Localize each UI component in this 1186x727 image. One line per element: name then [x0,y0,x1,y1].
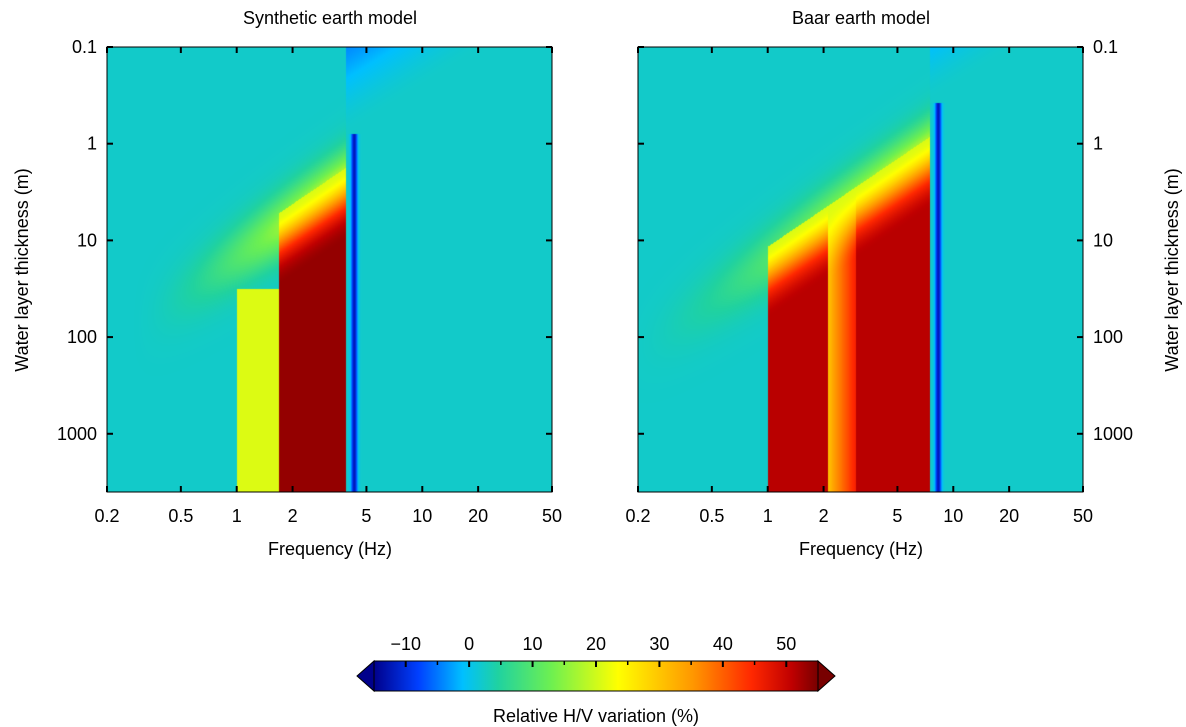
x-tick-label: 10 [943,506,963,526]
heatmap-image [107,47,552,492]
y-tick-label: 1000 [1093,424,1133,444]
colorbar-extend-high [817,659,836,693]
colorbar-tick-label: 30 [649,634,669,654]
axes: 0.2 0.5 1 2 5 10 20 50 0.1 1 10 100 1000 [625,37,1133,526]
x-tick-label: 50 [1073,506,1093,526]
x-axis-label: Frequency (Hz) [799,539,923,559]
colorbar-ticks: −10 0 10 20 30 40 50 [390,634,796,667]
y-axis-label: Water layer thickness (m) [12,168,32,371]
plot-frame [637,46,1084,493]
panel-baar: Baar earth model 0.2 0.5 1 2 5 10 20 50 0.1 1 10 10… [625,8,1182,559]
colorbar-label: Relative H/V variation (%) [493,706,699,726]
colorbar-tick-label: 40 [713,634,733,654]
x-tick-label: 20 [468,506,488,526]
y-tick-label: 1 [87,134,97,154]
y-tick-label: 1 [1093,134,1103,154]
y-tick-label: 1000 [57,424,97,444]
x-tick-label: 0.5 [168,506,193,526]
x-tick-label: 0.2 [94,506,119,526]
y-tick-label: 10 [77,230,97,250]
colorbar-tick-label: 50 [776,634,796,654]
panel-synthetic: Synthetic earth model 0.2 0.5 1 2 5 10 20 50 0.1… [12,8,562,559]
colorbar-tick-label: −10 [390,634,421,654]
plot-frame [106,46,553,493]
x-tick-label: 0.5 [699,506,724,526]
x-tick-label: 1 [232,506,242,526]
y-axis-label: Water layer thickness (m) [1162,168,1182,371]
x-tick-label: 2 [288,506,298,526]
x-tick-label: 0.2 [625,506,650,526]
x-tick-label: 2 [819,506,829,526]
colorbar-tick-label: 0 [464,634,474,654]
heatmap-image [638,47,1083,492]
y-tick-label: 0.1 [1093,37,1118,57]
x-tick-label: 10 [412,506,432,526]
chart-title: Baar earth model [792,8,930,28]
axes: 0.2 0.5 1 2 5 10 20 50 0.1 1 10 100 1000 [57,37,562,526]
colorbar-extend-low [356,659,375,693]
colorbar-tick-label: 10 [523,634,543,654]
x-axis-label: Frequency (Hz) [268,539,392,559]
y-tick-label: 10 [1093,230,1113,250]
y-tick-label: 100 [67,327,97,347]
x-tick-label: 50 [542,506,562,526]
x-tick-label: 5 [892,506,902,526]
chart-title: Synthetic earth model [243,8,417,28]
x-tick-label: 1 [763,506,773,526]
y-tick-label: 0.1 [72,37,97,57]
y-tick-label: 100 [1093,327,1123,347]
colorbar: −10 0 10 20 30 40 50 Relative H/V variation (%… [356,634,836,726]
x-tick-label: 5 [361,506,371,526]
colorbar-tick-label: 20 [586,634,606,654]
x-tick-label: 20 [999,506,1019,526]
